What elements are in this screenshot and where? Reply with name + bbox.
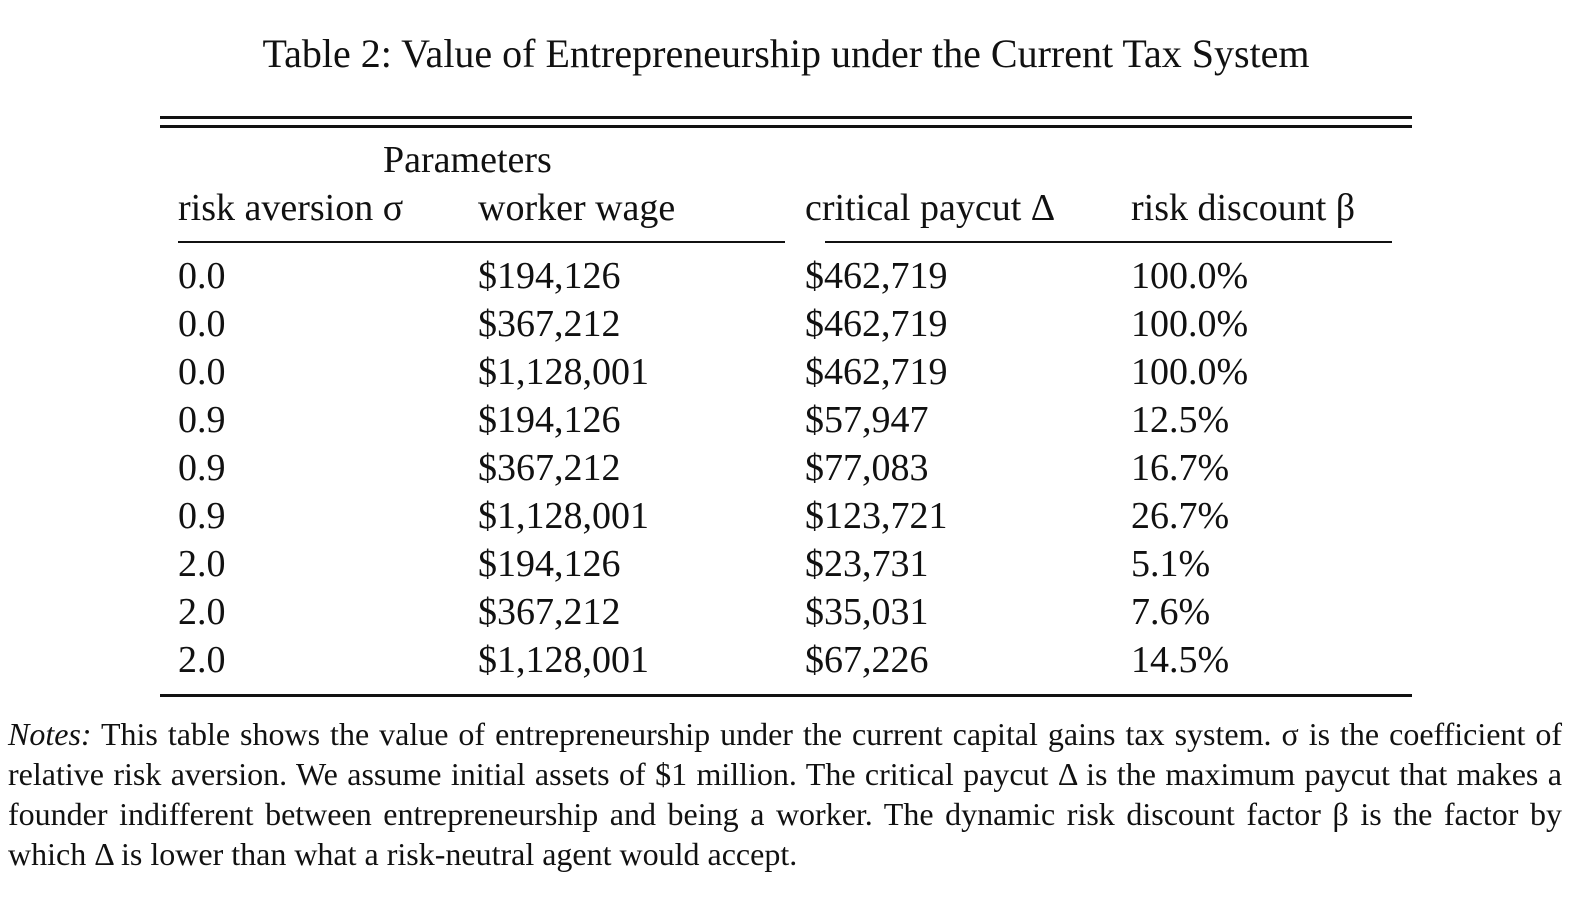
table-cell: $194,126 <box>478 255 621 297</box>
table-cell: $57,947 <box>805 399 929 441</box>
table-cell: 100.0% <box>1131 351 1249 393</box>
table-cell: $194,126 <box>478 543 621 585</box>
table-cell: $23,731 <box>805 543 929 585</box>
notes: Notes: This table shows the value of ent… <box>8 714 1562 874</box>
table-cell: $1,128,001 <box>478 495 649 537</box>
table-cell: $367,212 <box>478 447 621 489</box>
table-cell: 2.0 <box>178 591 226 633</box>
notes-label: Notes: <box>8 716 92 752</box>
header-rule <box>178 241 785 243</box>
table-cell: 0.0 <box>178 255 226 297</box>
table-cell: $67,226 <box>805 639 929 681</box>
table-cell: $1,128,001 <box>478 351 649 393</box>
group-header: Parameters <box>383 139 552 181</box>
table-cell: $123,721 <box>805 495 948 537</box>
column-header: risk discount β <box>1131 187 1356 229</box>
table-cell: 14.5% <box>1131 639 1230 681</box>
top-rule <box>160 116 1412 119</box>
table-cell: $367,212 <box>478 591 621 633</box>
table-cell: $462,719 <box>805 303 948 345</box>
table-cell: 5.1% <box>1131 543 1211 585</box>
table-title: Table 2: Value of Entrepreneurship under… <box>262 31 1310 76</box>
table-cell: 16.7% <box>1131 447 1230 489</box>
table-cell: 2.0 <box>178 639 226 681</box>
notes-text: This table shows the value of entreprene… <box>8 716 1563 872</box>
table-cell: 26.7% <box>1131 495 1230 537</box>
table-cell: $462,719 <box>805 351 948 393</box>
table-cell: 100.0% <box>1131 255 1249 297</box>
table-cell: 7.6% <box>1131 591 1211 633</box>
header-rule <box>825 241 1392 243</box>
table-cell: 100.0% <box>1131 303 1249 345</box>
table-cell: 0.9 <box>178 495 226 537</box>
table-cell: 2.0 <box>178 543 226 585</box>
bottom-rule <box>160 694 1412 697</box>
table-cell: 0.9 <box>178 447 226 489</box>
table-cell: $462,719 <box>805 255 948 297</box>
table-cell: 0.0 <box>178 303 226 345</box>
table-cell: $367,212 <box>478 303 621 345</box>
column-header: worker wage <box>478 187 676 229</box>
table-cell: $1,128,001 <box>478 639 649 681</box>
table-cell: $194,126 <box>478 399 621 441</box>
table-cell: $35,031 <box>805 591 929 633</box>
column-header: critical paycut Δ <box>805 187 1056 229</box>
top-rule <box>160 125 1412 128</box>
table-cell: 0.0 <box>178 351 226 393</box>
table-cell: 12.5% <box>1131 399 1230 441</box>
table-cell: $77,083 <box>805 447 929 489</box>
table-cell: 0.9 <box>178 399 226 441</box>
column-header: risk aversion σ <box>178 187 404 229</box>
